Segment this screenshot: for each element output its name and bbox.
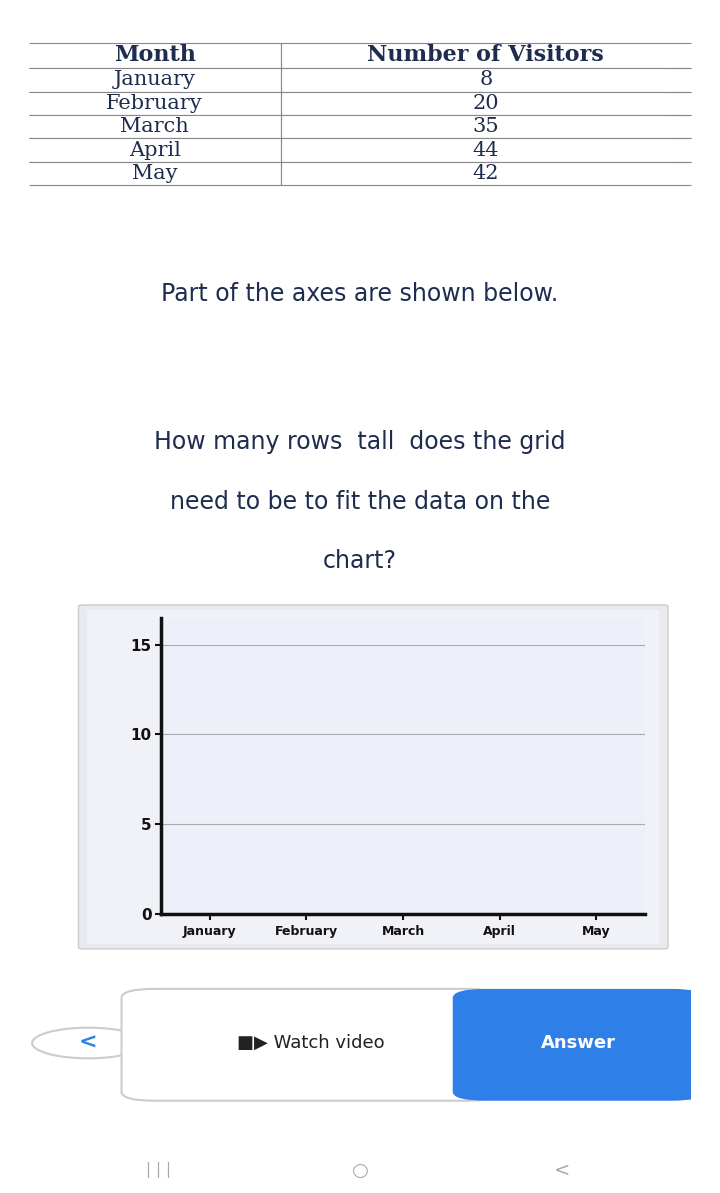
Text: ■▶ Watch video: ■▶ Watch video <box>236 1034 384 1052</box>
Text: | | |: | | | <box>146 1162 171 1179</box>
Text: How many rows  tall  does the grid: How many rows tall does the grid <box>154 431 566 455</box>
Circle shape <box>32 1027 145 1058</box>
Text: <: < <box>554 1161 570 1180</box>
FancyBboxPatch shape <box>122 989 499 1101</box>
Text: chart?: chart? <box>323 550 397 574</box>
Text: ○: ○ <box>351 1161 369 1180</box>
Text: <: < <box>79 1033 98 1053</box>
FancyBboxPatch shape <box>453 989 704 1101</box>
FancyBboxPatch shape <box>78 605 668 948</box>
Text: Part of the axes are shown below.: Part of the axes are shown below. <box>161 283 559 307</box>
Text: need to be to fit the data on the: need to be to fit the data on the <box>170 490 550 514</box>
Text: Answer: Answer <box>541 1034 616 1052</box>
FancyBboxPatch shape <box>87 610 660 944</box>
